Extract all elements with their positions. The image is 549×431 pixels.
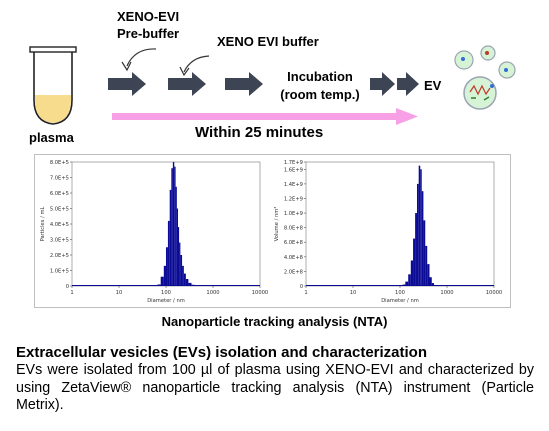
incubation-label-line2: (room temp.) [280, 87, 360, 102]
nta-panel [34, 154, 511, 308]
pre-buffer-label-line1: XENO-EVI [117, 9, 180, 24]
x-tick-label: 1000 [440, 290, 453, 296]
y-tick-label: 1.4E+9 [284, 182, 303, 188]
x-tick-label: 100 [161, 290, 171, 296]
y-tick-label: 5.0E+5 [50, 207, 69, 213]
y-tick-label: 1.0E+5 [50, 269, 69, 275]
y-tick-label: 0 [300, 284, 303, 290]
histogram-bar [410, 260, 414, 286]
histogram-bar [431, 283, 435, 286]
histogram-bar [423, 220, 426, 286]
histogram-bar [163, 265, 166, 286]
y-tick-label: 0 [66, 284, 69, 290]
x-tick-label: 1 [304, 290, 307, 296]
plasma-tube-icon [29, 46, 77, 125]
plasma-label: plasma [29, 130, 74, 145]
histogram-bar [418, 165, 421, 286]
timeline-arrow [112, 108, 418, 125]
y-tick-label: 1.6E+9 [284, 167, 303, 173]
histogram-bar [185, 279, 189, 286]
histogram-bar [421, 191, 424, 286]
pre-buffer-label-line2: Pre-buffer [117, 26, 180, 41]
histogram-bar [165, 247, 168, 286]
histogram-bar [183, 273, 186, 286]
histogram-bar [405, 281, 409, 286]
description-body: EVs were isolated from 100 µl of plasma … [16, 362, 534, 413]
histogram-bar [177, 227, 180, 286]
nta-volume-chart: 0 2.0E+8 4.0E+8 6.0E+8 8.0E+8 1.0E+9 1.2E+9 1.4… [274, 160, 503, 304]
workflow-diagram [29, 45, 516, 125]
histogram-bar [167, 220, 170, 286]
histogram-bar [427, 264, 430, 286]
y-tick-label: 6.0E+5 [50, 191, 69, 197]
histogram-bar [420, 169, 422, 286]
plot-area [305, 161, 495, 287]
x-tick-label: 10 [350, 290, 357, 296]
buffer-pointer [183, 55, 210, 73]
x-tick-label: 1000 [206, 290, 219, 296]
histogram-bar [169, 189, 172, 286]
histogram-bar [174, 166, 176, 286]
y-tick-label: 7.0E+5 [50, 176, 69, 182]
x-tick-label: 10000 [252, 290, 269, 296]
x-tick-label: 1 [70, 290, 73, 296]
y-tick-label: 8.0E+8 [284, 226, 303, 232]
histogram-bar [160, 276, 164, 286]
nta-particles-chart: 0 1.0E+5 2.0E+5 3.0E+5 4.0E+5 5.0E+5 6.0E+5 7.0… [40, 160, 269, 304]
x-tick-label: 10 [116, 290, 123, 296]
y-tick-label: 8.0E+5 [50, 160, 69, 166]
incubation-label-line1: Incubation [287, 69, 353, 84]
buffer-label: XENO EVI buffer [217, 34, 319, 49]
y-tick-label: 2.0E+5 [50, 253, 69, 259]
histogram-bar [171, 168, 173, 286]
step-arrow-2 [168, 72, 206, 96]
histogram-bar [172, 162, 175, 286]
y-axis-label: Particles / mL [40, 206, 46, 241]
histogram-bar [179, 242, 181, 286]
x-tick-label: 10000 [486, 290, 503, 296]
y-tick-label: 1.2E+9 [284, 196, 303, 202]
y-tick-label: 1.7E+9 [284, 160, 303, 166]
histogram-bar [188, 282, 192, 286]
ev-cluster-icon [454, 45, 516, 110]
histogram-bar [175, 186, 177, 286]
nta-caption: Nanoparticle tracking analysis (NTA) [161, 314, 388, 329]
description-title: Extracellular vesicles (EVs) isolation a… [16, 344, 427, 361]
step-arrow-5 [397, 72, 419, 96]
y-tick-label: 3.0E+5 [50, 238, 69, 244]
histogram-bar [176, 208, 178, 286]
y-tick-label: 1.0E+9 [284, 211, 303, 217]
histogram-bar [182, 265, 184, 286]
step-arrow-1 [108, 72, 146, 96]
pre-buffer-pointer [126, 48, 157, 67]
ev-label: EV [424, 78, 442, 93]
step-arrow-4 [370, 72, 395, 96]
histogram-bar [408, 274, 411, 286]
y-axis-label: Volume / nm³ [274, 207, 280, 242]
y-tick-label: 4.0E+5 [50, 222, 69, 228]
x-axis-label: Diameter / nm [147, 298, 185, 304]
step-arrow-3 [225, 72, 263, 96]
histogram-bar [180, 255, 183, 286]
y-tick-label: 2.0E+8 [284, 269, 303, 275]
y-tick-label: 6.0E+8 [284, 240, 303, 246]
histogram-bar [415, 213, 417, 286]
x-axis-label: Diameter / nm [381, 298, 419, 304]
y-tick-label: 4.0E+8 [284, 255, 303, 261]
histogram-bar [429, 277, 432, 286]
timeline-label: Within 25 minutes [195, 124, 324, 141]
histogram-bar [416, 183, 419, 286]
x-tick-label: 100 [395, 290, 405, 296]
histogram-bar [425, 245, 428, 286]
histogram-bar [413, 238, 416, 286]
